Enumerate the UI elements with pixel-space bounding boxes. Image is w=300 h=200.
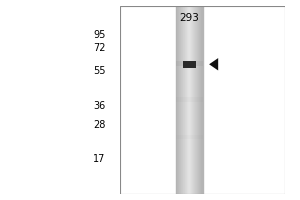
Text: 55: 55 — [93, 66, 106, 76]
Bar — [182, 6, 183, 194]
Bar — [176, 61, 203, 66]
Bar — [181, 6, 182, 194]
Bar — [197, 6, 198, 194]
Bar — [196, 6, 197, 194]
Bar — [179, 6, 180, 194]
Bar — [190, 6, 191, 194]
Bar — [201, 6, 202, 194]
Bar — [188, 6, 189, 194]
Bar — [176, 97, 203, 102]
Text: 95: 95 — [93, 30, 106, 40]
Bar — [180, 6, 181, 194]
Text: 293: 293 — [179, 13, 199, 23]
Text: 72: 72 — [93, 43, 106, 53]
Bar — [183, 6, 184, 194]
Bar — [177, 6, 178, 194]
Bar — [199, 6, 200, 194]
Bar — [186, 6, 187, 194]
Bar — [193, 6, 194, 194]
Bar — [189, 6, 190, 194]
Bar — [178, 6, 179, 194]
Bar — [187, 6, 188, 194]
Bar — [200, 6, 201, 194]
Polygon shape — [209, 58, 218, 70]
Bar — [198, 6, 199, 194]
Bar — [195, 6, 196, 194]
Bar — [192, 6, 193, 194]
Bar — [176, 6, 177, 194]
Text: 17: 17 — [93, 154, 106, 164]
Bar — [194, 6, 195, 194]
Bar — [184, 6, 185, 194]
Bar — [185, 6, 186, 194]
Bar — [183, 61, 196, 68]
Text: 28: 28 — [93, 120, 106, 130]
Text: 36: 36 — [93, 101, 106, 111]
Bar — [191, 6, 192, 194]
Bar — [176, 135, 203, 139]
